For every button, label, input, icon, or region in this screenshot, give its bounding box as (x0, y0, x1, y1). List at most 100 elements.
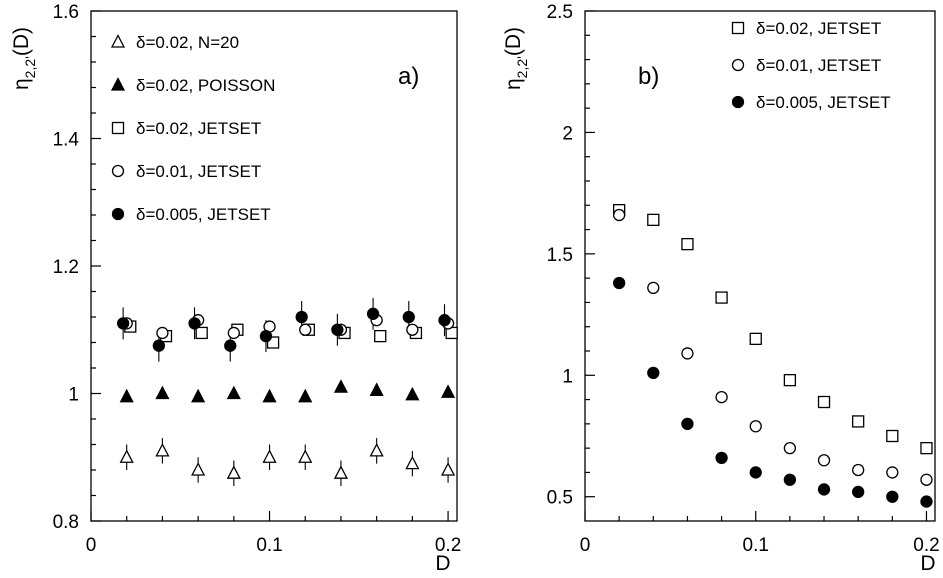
data-point (266, 336, 280, 349)
data-point (749, 332, 762, 346)
legend: δ=0.02, JETSET δ=0.01, JETSET δ=0.005, JET… (731, 19, 891, 112)
legend-marker (110, 77, 126, 91)
data-point (783, 373, 797, 387)
data-point (262, 449, 277, 463)
legend-marker (731, 58, 745, 72)
data-point (715, 451, 728, 465)
axis-ticks (584, 10, 928, 521)
data-point (119, 388, 134, 403)
x-axis-label: D (920, 552, 935, 575)
data-point (224, 339, 237, 352)
data-point (227, 326, 240, 340)
plot-frame (584, 10, 936, 522)
data-point (817, 395, 831, 409)
data-point (438, 314, 451, 327)
data-point (920, 473, 933, 486)
panel-label: a) (398, 63, 419, 90)
data-point (817, 454, 831, 467)
data-point (116, 317, 130, 330)
data-point (195, 326, 208, 340)
legend-marker (731, 95, 745, 109)
y-tick-label: 2.5 (547, 2, 573, 23)
data-point (886, 466, 899, 479)
data-point (295, 310, 308, 324)
legend-label: δ=0.02, N=20 (136, 33, 239, 52)
data-point (441, 384, 456, 398)
y-tick-label: 1.6 (53, 2, 79, 23)
data-point (886, 429, 899, 443)
data-point (783, 473, 797, 486)
data-point (406, 323, 419, 336)
y-axis-label: η2,2'(D) (10, 27, 38, 90)
data-point (259, 329, 273, 343)
data-point (333, 379, 349, 393)
data-point (333, 465, 349, 479)
data-point (852, 485, 865, 499)
y-tick-label: 1 (68, 385, 79, 406)
error-bars (122, 297, 449, 486)
data-point (715, 291, 728, 304)
axis-ticks (90, 10, 449, 522)
data-point (405, 455, 420, 470)
legend-label: δ=0.02, JETSET (136, 119, 261, 138)
x-tick-label: 0.2 (435, 535, 461, 556)
data-point (298, 449, 313, 463)
data-point (262, 388, 277, 403)
tick-labels: 0 0.1 0.2 0.8 1 1.2 1.4 1.6 (53, 2, 462, 556)
data-point (369, 382, 384, 396)
data-point (852, 463, 865, 477)
y-axis-label-main: η (10, 78, 33, 90)
data-point (366, 307, 380, 320)
y-axis-label-sub: 2,2' (22, 56, 38, 78)
legend-marker (111, 121, 125, 135)
data-point (299, 323, 312, 336)
data-point (331, 323, 344, 336)
legend-label: δ=0.02, POISSON (136, 76, 275, 95)
tick-labels: 0 0.1 0.2 0.5 1 1.5 2 2.5 (547, 2, 940, 556)
data-point (920, 495, 933, 508)
data-point (783, 441, 797, 455)
data-point (647, 281, 660, 295)
y-tick-label: 1.4 (53, 130, 80, 151)
legend-label: δ=0.005, JETSET (756, 93, 891, 112)
data-point (156, 326, 169, 340)
data-point (749, 466, 762, 479)
legend-label: δ=0.01, JETSET (136, 162, 261, 181)
y-tick-label: 0.8 (53, 512, 79, 533)
data-point (188, 317, 201, 330)
data-point (374, 329, 387, 343)
data-point (155, 385, 170, 400)
data-point (920, 441, 933, 455)
legend-marker (111, 207, 125, 221)
data-point (715, 390, 728, 404)
data-point (226, 385, 241, 400)
data-point (369, 442, 384, 457)
y-tick-label: 0.5 (547, 488, 573, 509)
y-tick-label: 1.2 (53, 257, 79, 278)
data-point (226, 465, 241, 479)
x-tick-label: 0 (86, 535, 97, 556)
data-point (191, 388, 206, 403)
data-point (817, 483, 831, 496)
y-axis-label-tail: (D) (502, 27, 525, 56)
data-point (681, 237, 694, 251)
legend-marker (731, 21, 745, 35)
data-point (749, 420, 762, 433)
legend-marker (110, 34, 126, 48)
y-axis-label-main: η (502, 78, 525, 90)
legend-marker (111, 164, 125, 178)
x-axis-label: D (435, 552, 450, 575)
data-point (119, 449, 134, 463)
data-point (886, 490, 899, 503)
x-tick-label: 0.1 (256, 535, 282, 556)
panel-label: b) (638, 63, 659, 90)
data-marks (116, 307, 458, 479)
data-point (155, 442, 170, 457)
data-point (612, 208, 626, 222)
data-point (647, 366, 660, 380)
x-tick-label: 0.1 (743, 535, 769, 556)
y-axis-label-sub: 2,2' (514, 56, 530, 78)
legend: δ=0.02, N=20 δ=0.02, POISSON δ=0.02, JETSE… (110, 33, 275, 224)
y-axis-label: η2,2'(D) (502, 27, 530, 90)
data-point (681, 347, 694, 360)
